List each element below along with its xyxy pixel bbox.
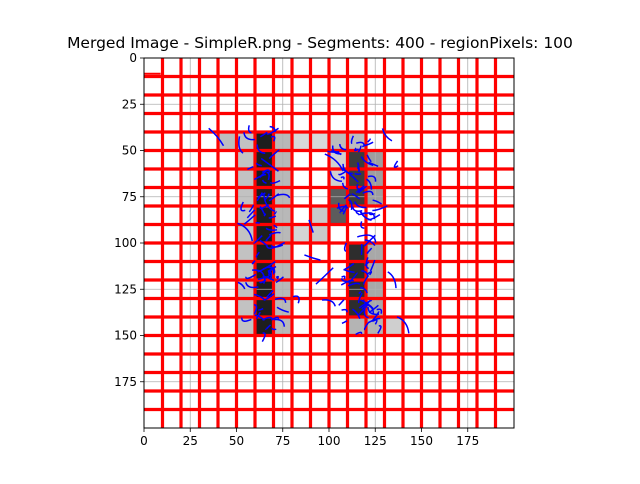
letter-region bbox=[292, 225, 311, 244]
x-tick-label: 125 bbox=[364, 434, 387, 448]
boundary-curve bbox=[256, 223, 260, 224]
y-tick-label: 0 bbox=[129, 51, 137, 65]
boundary-curve bbox=[355, 173, 362, 174]
y-tick-label: 150 bbox=[114, 329, 137, 343]
letter-region bbox=[329, 132, 348, 151]
letter-region bbox=[385, 317, 404, 336]
y-tick-label: 100 bbox=[114, 236, 137, 250]
segment-lines bbox=[144, 58, 514, 428]
chart-title: Merged Image - SimpleR.png - Segments: 4… bbox=[0, 34, 640, 52]
y-tick-label: 75 bbox=[122, 190, 137, 204]
x-tick-label: 50 bbox=[229, 434, 244, 448]
x-tick-label: 0 bbox=[140, 434, 148, 448]
y-tick-label: 50 bbox=[122, 144, 137, 158]
y-tick-label: 25 bbox=[122, 97, 137, 111]
y-tick-label: 175 bbox=[114, 375, 137, 389]
x-tick-label: 25 bbox=[183, 434, 198, 448]
letter-region bbox=[237, 132, 256, 336]
y-tick-label: 125 bbox=[114, 282, 137, 296]
x-tick-label: 75 bbox=[275, 434, 290, 448]
x-tick-label: 175 bbox=[456, 434, 479, 448]
boundary-curve bbox=[264, 214, 265, 216]
x-tick-label: 100 bbox=[318, 434, 341, 448]
letter-region bbox=[348, 132, 367, 151]
x-tick-label: 150 bbox=[410, 434, 433, 448]
